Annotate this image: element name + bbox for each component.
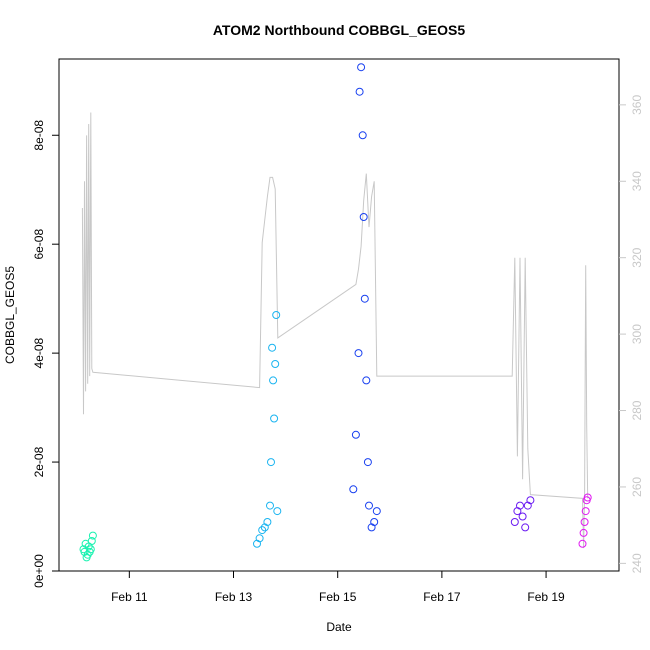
x-axis: Feb 11 Feb 13 Feb 15 Feb 17 Feb 19: [111, 571, 565, 604]
data-point: [365, 501, 373, 510]
y2-tick-label: 240: [630, 553, 644, 573]
data-point: [357, 63, 366, 72]
y-tick-label: 6e-08: [32, 229, 46, 260]
x-axis-label: Date: [326, 620, 352, 634]
x-tick-label: Feb 13: [215, 590, 253, 604]
data-point: [351, 430, 360, 439]
data-point: [362, 376, 371, 385]
data-point: [266, 501, 274, 510]
data-point: [255, 534, 264, 543]
x-tick-label: Feb 11: [111, 590, 148, 604]
data-point: [258, 526, 267, 535]
data-point: [363, 458, 372, 467]
y-tick-label: 8e-08: [32, 120, 46, 151]
y2-tick-label: 360: [630, 95, 644, 115]
data-point: [354, 349, 363, 358]
y2-tick-label: 340: [630, 171, 644, 191]
y2-tick-label: 280: [630, 400, 644, 420]
data-point: [370, 518, 379, 526]
data-point: [579, 528, 588, 537]
y-tick-label: 4e-08: [32, 337, 46, 368]
data-point: [270, 414, 279, 423]
data-point: [358, 131, 367, 140]
data-point: [516, 501, 524, 510]
y-tick-label: 2e-08: [32, 446, 46, 477]
data-point: [510, 518, 519, 526]
y2-tick-label: 300: [630, 324, 644, 344]
data-point: [355, 87, 364, 96]
x-tick-label: Feb 15: [319, 590, 357, 604]
data-point: [272, 311, 281, 319]
x-tick-label: Feb 19: [527, 590, 565, 604]
data-point: [87, 537, 96, 545]
y2-axis: 240 260 280 300 320 340 360: [619, 95, 644, 573]
data-point: [372, 507, 381, 516]
x-tick-label: Feb 17: [423, 590, 461, 604]
data-point: [263, 518, 272, 526]
data-point: [360, 294, 369, 303]
data-point: [273, 507, 282, 516]
data-point: [267, 458, 275, 467]
y2-tick-label: 260: [630, 477, 644, 497]
data-point: [86, 545, 95, 554]
chart-title: ATOM2 Northbound COBBGL_GEOS5: [213, 22, 465, 38]
data-point: [349, 485, 358, 494]
data-point: [88, 531, 97, 540]
data-point: [271, 360, 280, 368]
data-point: [518, 512, 527, 521]
y-axis: 0e+00 2e-08 4e-08 6e-08 8e-08: [32, 120, 59, 588]
data-point: [580, 518, 589, 526]
plot-frame: [58, 58, 620, 572]
y-tick-label: 0e+00: [32, 554, 46, 588]
data-point: [581, 507, 590, 516]
y-axis-label: COBBGL_GEOS5: [3, 266, 17, 364]
y2-series-line: [81, 112, 589, 549]
data-point: [268, 343, 277, 352]
data-point: [578, 539, 587, 548]
data-point: [359, 213, 368, 221]
y2-tick-label: 320: [630, 247, 644, 267]
data-point: [521, 523, 530, 532]
points-layer: [79, 63, 592, 562]
y2-line-layer: [81, 112, 589, 549]
data-point: [269, 376, 278, 385]
data-point: [583, 493, 592, 502]
data-point: [526, 496, 535, 505]
